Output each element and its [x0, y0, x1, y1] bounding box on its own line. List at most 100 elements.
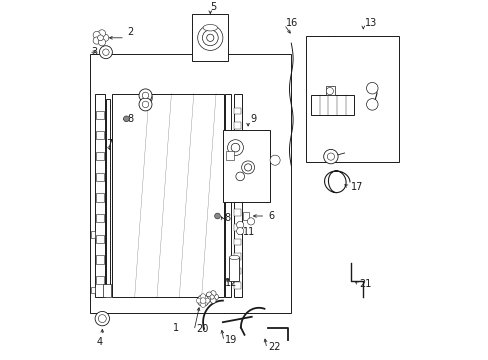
Bar: [224, 94, 231, 297]
Text: 6: 6: [267, 211, 273, 221]
Bar: [223, 130, 269, 202]
Bar: [234, 282, 240, 289]
Bar: [234, 122, 240, 129]
Circle shape: [142, 101, 148, 108]
Bar: [96, 172, 104, 181]
Bar: [112, 94, 224, 297]
Circle shape: [206, 292, 212, 298]
Circle shape: [202, 30, 218, 46]
Text: 19: 19: [224, 335, 237, 345]
Circle shape: [98, 315, 106, 323]
Circle shape: [247, 218, 254, 225]
Bar: [96, 131, 104, 139]
Bar: [234, 239, 240, 245]
Circle shape: [197, 295, 208, 306]
Circle shape: [209, 295, 214, 299]
Circle shape: [236, 228, 244, 235]
Circle shape: [210, 291, 216, 296]
Circle shape: [231, 143, 239, 152]
Circle shape: [99, 46, 112, 59]
Circle shape: [123, 116, 129, 122]
Bar: [243, 212, 248, 220]
Circle shape: [200, 302, 205, 307]
Bar: [233, 94, 241, 297]
Text: 7: 7: [106, 139, 112, 149]
Text: 17: 17: [350, 182, 362, 192]
Circle shape: [102, 34, 108, 41]
Text: 18: 18: [348, 152, 361, 162]
Text: 1: 1: [172, 323, 178, 333]
Bar: [229, 257, 239, 281]
Bar: [96, 276, 104, 284]
Bar: [234, 195, 240, 201]
Circle shape: [241, 161, 254, 174]
Circle shape: [139, 89, 152, 102]
Bar: [96, 256, 104, 264]
Text: 16: 16: [285, 18, 298, 28]
Bar: [96, 152, 104, 160]
Text: 14: 14: [325, 36, 337, 46]
Bar: [96, 214, 104, 222]
Text: 22: 22: [267, 342, 280, 352]
Bar: [103, 284, 111, 297]
Bar: [234, 253, 240, 260]
Text: 15: 15: [382, 40, 395, 50]
Circle shape: [98, 30, 105, 37]
Text: 9: 9: [249, 114, 256, 124]
Circle shape: [95, 311, 109, 326]
Circle shape: [93, 37, 100, 44]
Bar: [310, 95, 354, 115]
Circle shape: [206, 34, 213, 41]
Bar: [89, 54, 291, 313]
Text: 8: 8: [127, 114, 133, 124]
Circle shape: [269, 155, 280, 165]
Bar: [234, 137, 240, 143]
Circle shape: [200, 298, 205, 303]
Text: 12: 12: [224, 278, 237, 288]
Text: 5: 5: [210, 2, 216, 12]
Bar: [234, 180, 240, 187]
Bar: [95, 94, 105, 297]
Circle shape: [366, 82, 377, 94]
Bar: [225, 151, 234, 160]
Circle shape: [325, 87, 333, 95]
Circle shape: [196, 298, 201, 303]
Circle shape: [212, 294, 218, 300]
Circle shape: [200, 294, 205, 299]
Text: 11: 11: [242, 227, 254, 237]
Circle shape: [98, 39, 105, 46]
Circle shape: [326, 153, 334, 160]
Ellipse shape: [203, 24, 217, 31]
Text: 10: 10: [142, 94, 154, 104]
Circle shape: [98, 35, 103, 41]
Bar: [234, 166, 240, 172]
Circle shape: [142, 92, 148, 99]
Circle shape: [204, 298, 209, 303]
Bar: [234, 108, 240, 114]
Circle shape: [102, 49, 109, 55]
Bar: [106, 99, 110, 292]
Bar: [96, 235, 104, 243]
Text: 3: 3: [91, 47, 98, 57]
Circle shape: [235, 172, 244, 181]
Bar: [192, 14, 228, 61]
Bar: [234, 151, 240, 158]
Bar: [234, 224, 240, 230]
Text: 20: 20: [196, 324, 208, 334]
Text: 2: 2: [127, 27, 134, 37]
Circle shape: [323, 149, 337, 164]
Circle shape: [197, 25, 223, 50]
Bar: [305, 36, 399, 162]
Bar: [91, 287, 95, 293]
Bar: [91, 231, 95, 238]
Circle shape: [227, 140, 243, 156]
Bar: [96, 111, 104, 119]
Bar: [234, 268, 240, 274]
Circle shape: [210, 298, 216, 303]
Text: 13: 13: [365, 18, 377, 28]
Circle shape: [366, 99, 377, 110]
Bar: [234, 210, 240, 216]
Circle shape: [139, 98, 152, 111]
Ellipse shape: [229, 255, 239, 260]
Circle shape: [244, 164, 251, 171]
